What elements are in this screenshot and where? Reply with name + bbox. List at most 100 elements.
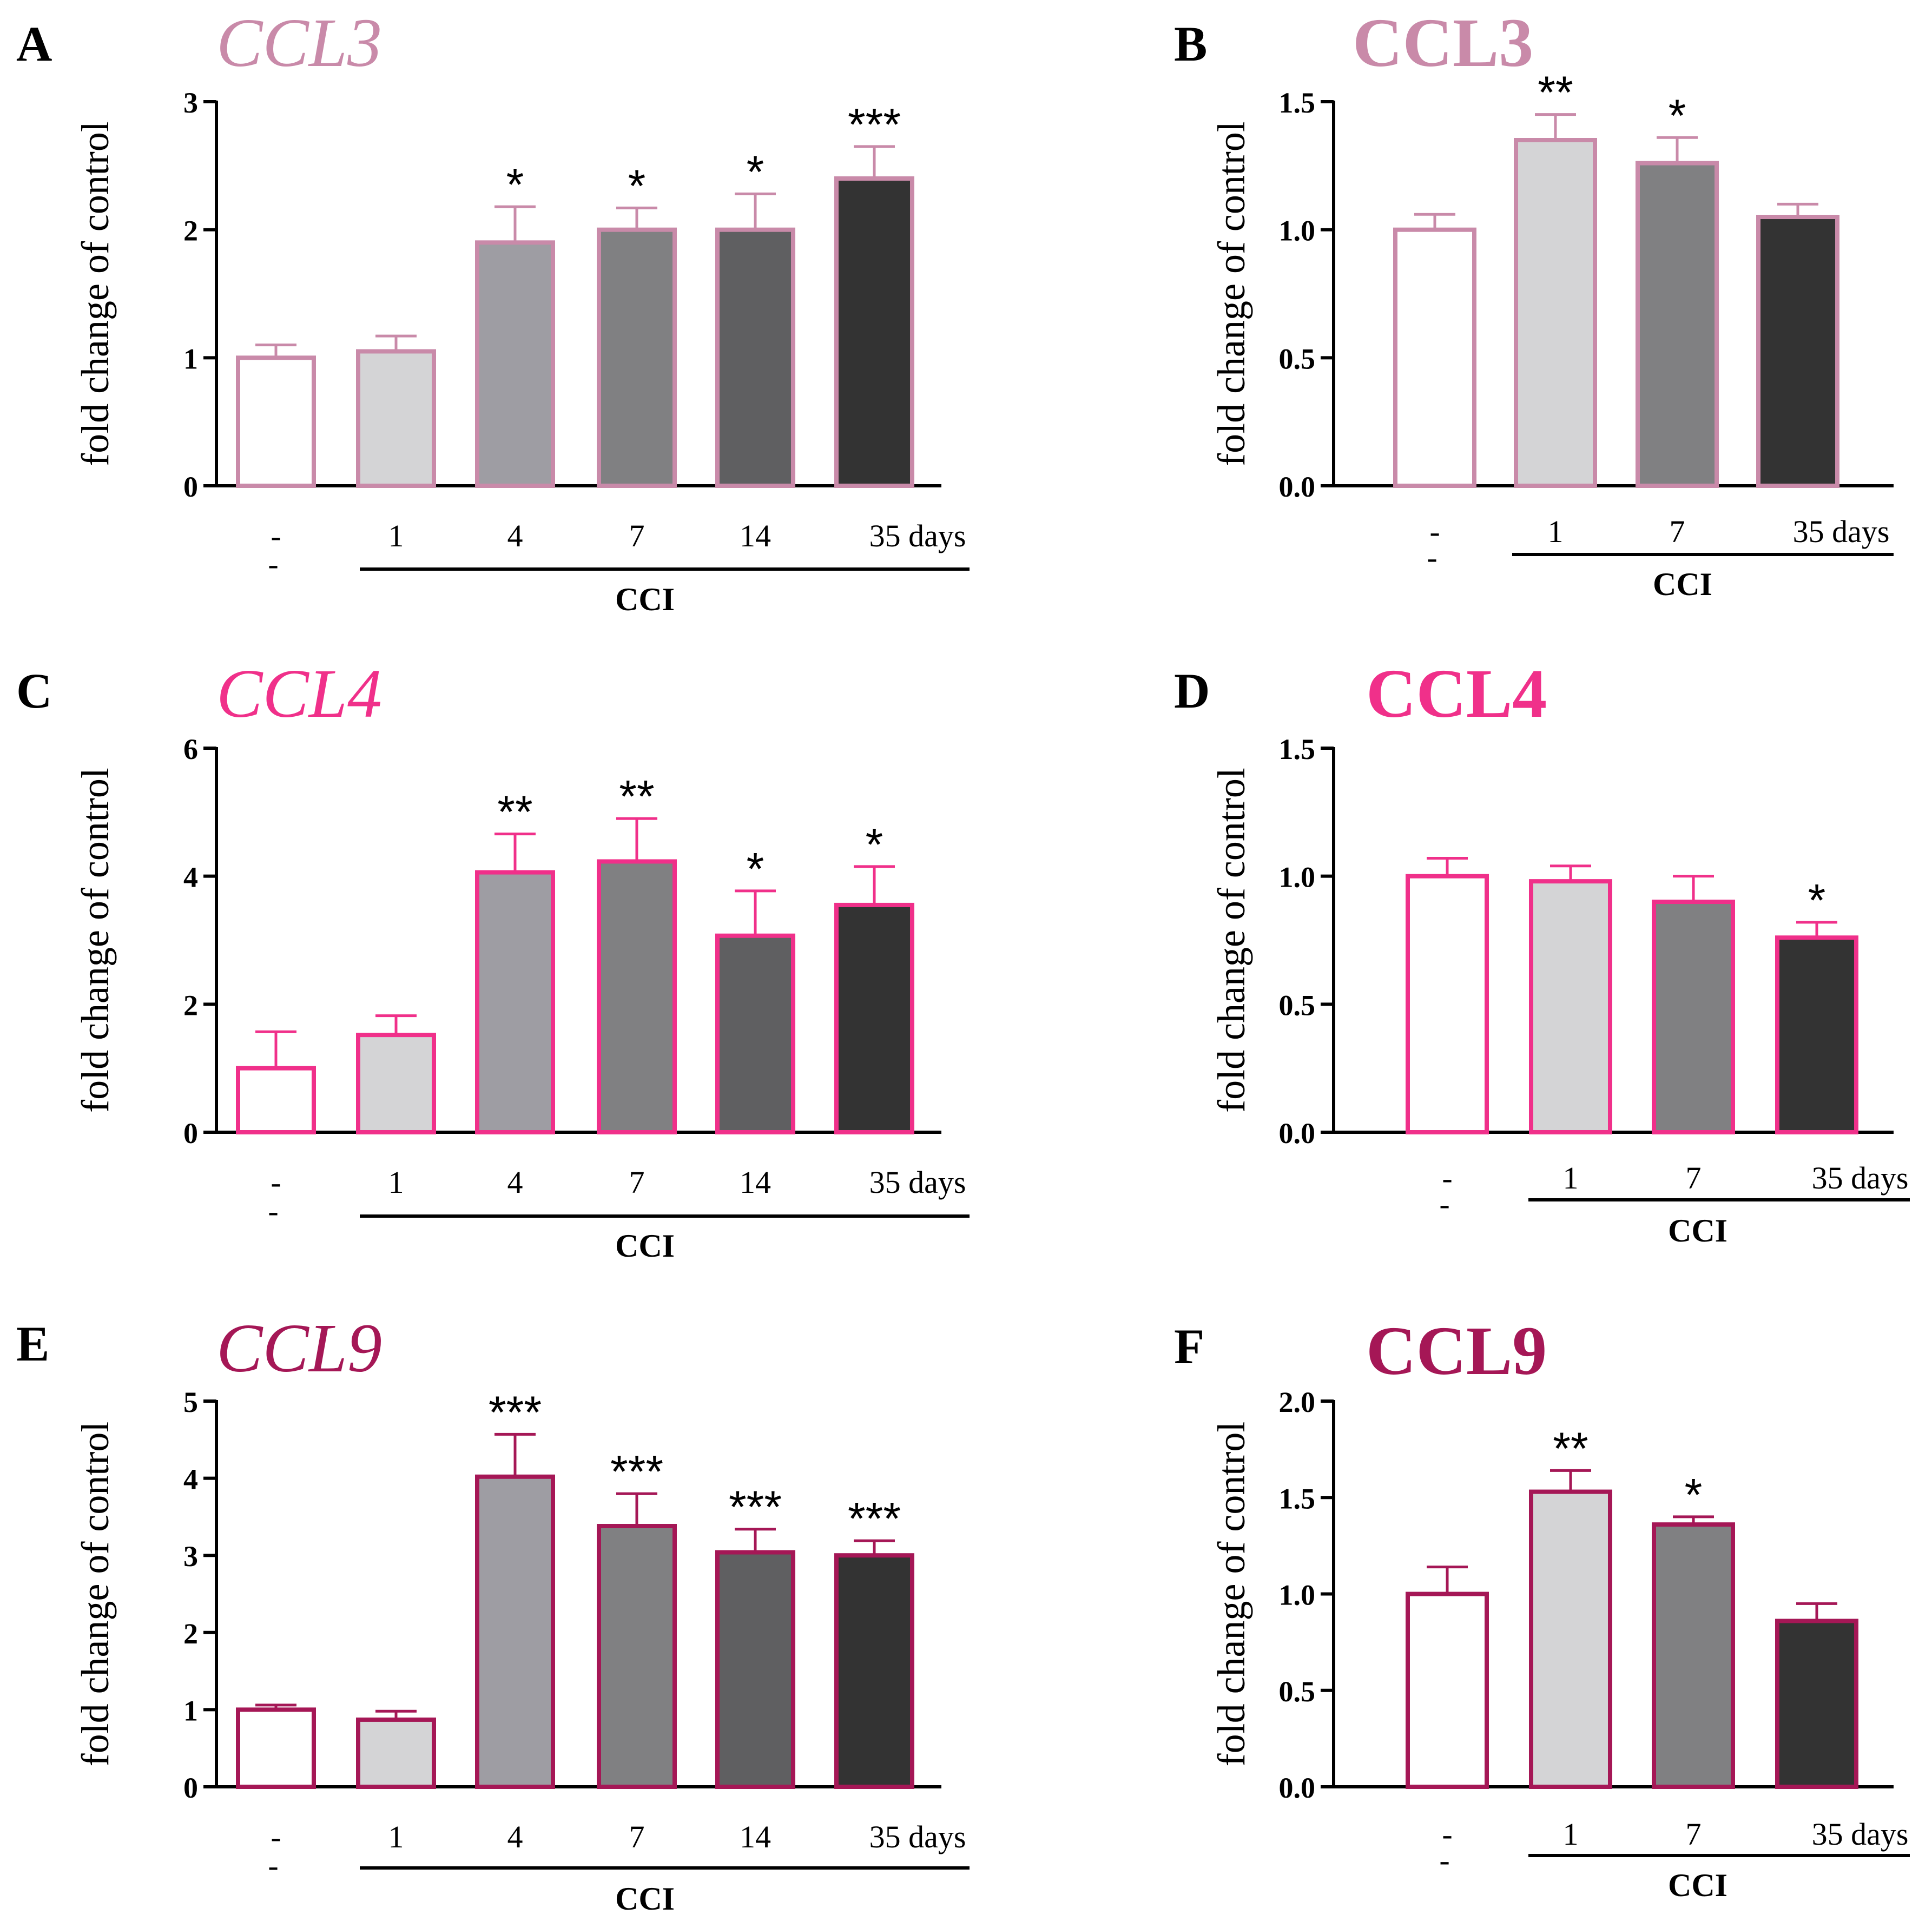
panel-b: B CCL3 fold change of control 0.0 0.5 1.0 1.5 -… <box>1174 4 1894 602</box>
bar-e-4 <box>715 1550 795 1790</box>
bar-e-3 <box>597 1524 677 1789</box>
panel-letter: A <box>16 16 52 71</box>
y-tick-label: 3 <box>183 87 198 119</box>
x-tick-label: 4 <box>507 1819 523 1854</box>
y-tick-label: 1.0 <box>1279 1579 1316 1612</box>
x-tick-label: 7 <box>1686 1817 1702 1852</box>
y-tick-label: 0.5 <box>1279 989 1316 1021</box>
y-tick-label: 6 <box>183 733 198 765</box>
control-label-2: - <box>268 1193 278 1229</box>
significance-label: * <box>1685 1469 1703 1520</box>
y-tick-label: 1.5 <box>1279 87 1316 119</box>
significance-label: * <box>866 819 883 870</box>
x-tick-label: 1 <box>1563 1160 1579 1196</box>
bar-f-0 <box>1406 1592 1489 1789</box>
bar-a-0 <box>236 355 316 488</box>
bar-e-1 <box>356 1717 436 1789</box>
x-tick-label: 7 <box>1670 514 1685 549</box>
x-tick-label: - <box>271 518 281 553</box>
significance-label: * <box>747 843 764 894</box>
chart-title: CCL4 <box>1366 655 1547 732</box>
x-tick-label: 14 <box>740 518 771 553</box>
significance-label: *** <box>729 1482 782 1533</box>
control-label-2: - <box>1439 1843 1449 1878</box>
panel-a: A CCL3 fold change of control 0 1 2 3 - 1 * 4 * 7 * 14… <box>16 4 970 617</box>
control-label-2: - <box>268 1848 278 1883</box>
y-tick-label: 1.5 <box>1279 1482 1316 1515</box>
control-label-2: - <box>1427 540 1437 575</box>
bar-d-1 <box>1529 879 1612 1134</box>
y-tick-label: 2 <box>183 215 198 247</box>
x-tick-label: 7 <box>1686 1160 1702 1196</box>
chart-title: CCL9 <box>1366 1312 1547 1389</box>
y-axis-label: fold change of control <box>74 1422 117 1767</box>
bar-b-1 <box>1514 138 1597 488</box>
significance-label: *** <box>489 1386 542 1437</box>
y-tick-label: 1 <box>183 1694 198 1727</box>
x-tick-label: - <box>1442 1160 1452 1196</box>
x-tick-label: - <box>271 1165 281 1200</box>
significance-label: * <box>747 146 764 197</box>
y-tick-label: 2.0 <box>1279 1386 1316 1418</box>
significance-label: * <box>1669 90 1686 141</box>
y-tick-label: 1.0 <box>1279 861 1316 894</box>
bar-a-1 <box>356 349 436 488</box>
chart-title: CCL3 <box>216 4 382 81</box>
x-tick-label: 4 <box>507 518 523 553</box>
y-tick-label: 0.5 <box>1279 1675 1316 1708</box>
bar-d-0 <box>1406 874 1489 1134</box>
bar-c-1 <box>356 1033 436 1134</box>
y-tick-label: 5 <box>183 1386 198 1418</box>
significance-label: * <box>1808 875 1826 926</box>
y-axis-label: fold change of control <box>1210 768 1253 1113</box>
bar-b-2 <box>1636 161 1719 488</box>
y-axis-label: fold change of control <box>1210 121 1253 466</box>
y-tick-label: 2 <box>183 1617 198 1650</box>
cci-label: CCI <box>1668 1867 1727 1903</box>
panel-letter: E <box>16 1316 49 1371</box>
y-axis-label: fold change of control <box>1210 1422 1253 1767</box>
x-tick-label: 1 <box>1548 514 1564 549</box>
bar-e-5 <box>834 1553 914 1789</box>
significance-label: ** <box>619 771 654 822</box>
y-tick-label: 0 <box>183 471 198 503</box>
x-tick-label: 7 <box>629 518 645 553</box>
cci-label: CCI <box>1653 566 1712 602</box>
significance-label: *** <box>610 1446 663 1497</box>
x-tick-label: - <box>271 1819 281 1854</box>
panel-f: F CCL9 fold change of control 0.0 0.5 1.0 1.5 2… <box>1174 1312 1910 1903</box>
significance-label: *** <box>848 99 901 150</box>
bar-a-4 <box>715 227 795 488</box>
bar-e-2 <box>475 1474 555 1790</box>
x-tick-label: - <box>1429 514 1440 549</box>
y-tick-label: 4 <box>183 861 198 894</box>
chart-title: CCL9 <box>216 1310 382 1386</box>
y-tick-label: 4 <box>183 1463 198 1496</box>
panel-letter: F <box>1174 1319 1204 1374</box>
y-tick-label: 1.5 <box>1279 733 1316 765</box>
control-label-2: - <box>268 546 278 582</box>
y-tick-label: 0.0 <box>1279 1117 1316 1150</box>
bar-e-0 <box>236 1707 316 1789</box>
panel-letter: B <box>1174 16 1207 71</box>
panel-letter: C <box>16 663 52 718</box>
x-tick-label: 1 <box>1563 1817 1579 1852</box>
bar-a-5 <box>834 176 914 488</box>
chart-title: CCL3 <box>1353 4 1533 81</box>
bar-d-3 <box>1775 935 1858 1135</box>
bar-c-3 <box>597 859 677 1134</box>
cci-label: CCI <box>615 1228 675 1264</box>
bar-b-0 <box>1393 227 1476 488</box>
significance-label: *** <box>848 1493 901 1544</box>
x-tick-label: 35 days <box>1812 1817 1909 1852</box>
cci-label: CCI <box>1668 1213 1727 1249</box>
control-label-2: - <box>1439 1186 1449 1221</box>
chart-title: CCL4 <box>216 655 382 732</box>
y-tick-label: 0.0 <box>1279 1772 1316 1804</box>
x-tick-label: 35 days <box>1793 514 1890 549</box>
x-tick-label: 35 days <box>869 518 966 553</box>
y-tick-label: 1.0 <box>1279 215 1316 247</box>
cci-label: CCI <box>615 1881 675 1917</box>
bar-f-2 <box>1652 1522 1735 1789</box>
